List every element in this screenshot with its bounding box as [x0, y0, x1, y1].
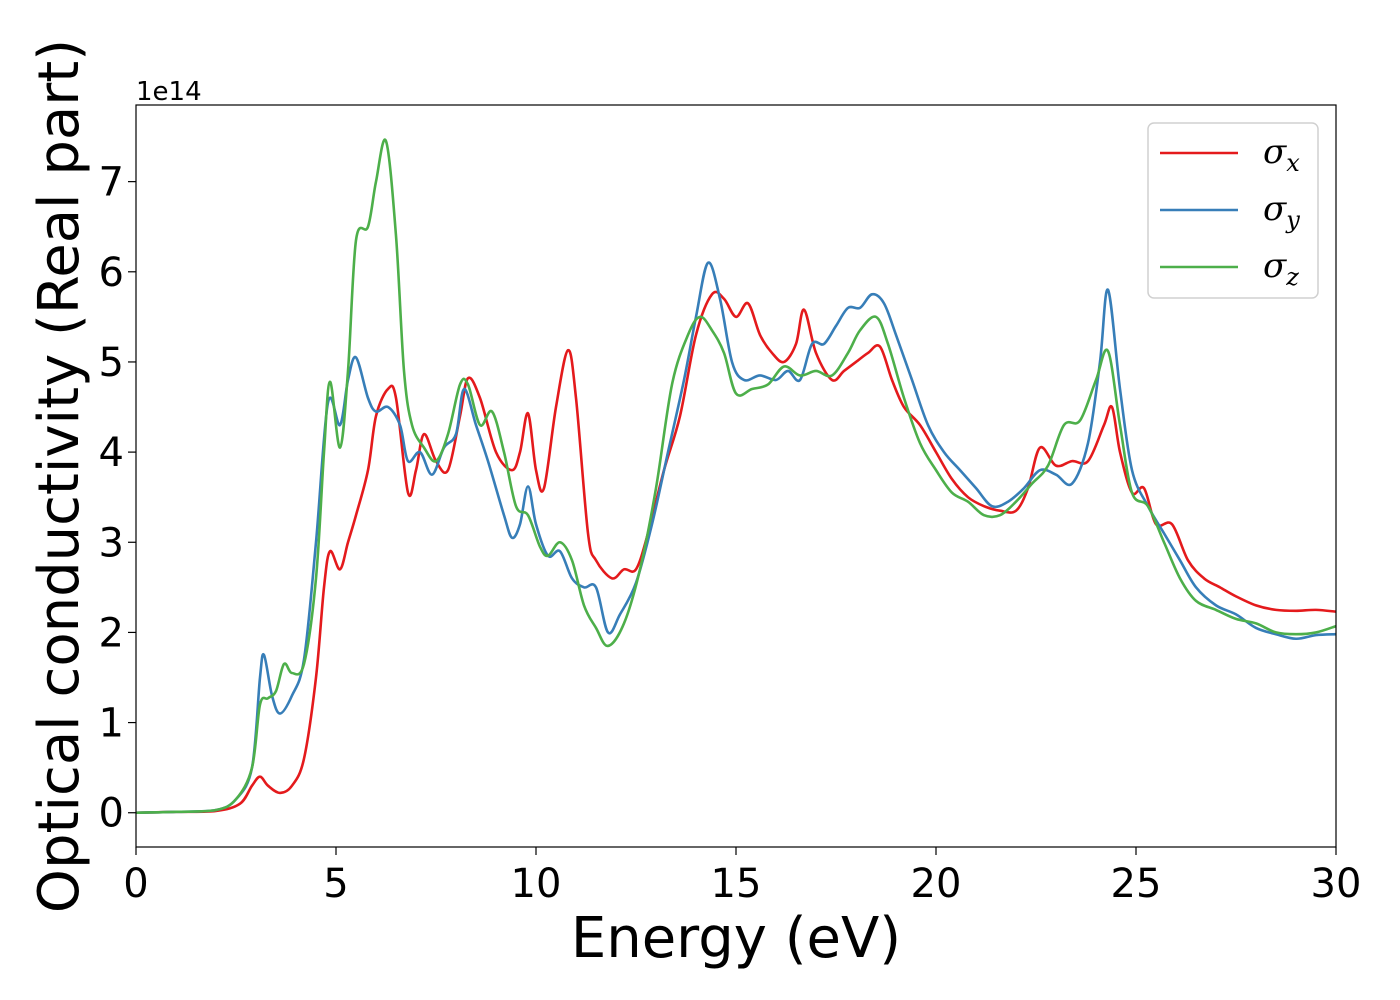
legend-symbol: σ: [1263, 189, 1287, 229]
series-line-z: [135, 138, 1337, 815]
legend-label-x: σx: [1263, 132, 1300, 177]
legend-subscript: z: [1285, 263, 1299, 291]
series-lines: [135, 138, 1337, 815]
plot-background: [136, 105, 1336, 847]
x-tick-label: 20: [911, 861, 962, 907]
y-tick-label: 2: [99, 610, 124, 656]
x-tick-label: 5: [323, 861, 348, 907]
y-tick-label: 0: [99, 791, 124, 837]
y-tick-label: 6: [99, 250, 124, 296]
series-line-x: [135, 290, 1337, 815]
x-axis-ticks: 0 5 10 15 20 25 30: [123, 847, 1361, 907]
legend-symbol: σ: [1263, 132, 1287, 172]
y-tick-label: 7: [99, 160, 124, 206]
legend-subscript: y: [1285, 206, 1300, 234]
x-tick-label: 15: [711, 861, 762, 907]
legend-label-z: σz: [1263, 246, 1299, 291]
x-axis-label: Energy (eV): [571, 906, 901, 971]
y-axis-ticks: 0 1 2 3 4 5 6 7: [99, 160, 136, 837]
y-tick-label: 4: [99, 430, 124, 476]
x-tick-label: 30: [1311, 861, 1362, 907]
y-tick-label: 1: [99, 701, 124, 747]
y-tick-label: 3: [99, 520, 124, 566]
x-tick-label: 10: [511, 861, 562, 907]
x-tick-label: 25: [1111, 861, 1162, 907]
legend-symbol: σ: [1263, 246, 1287, 286]
x-tick-label: 0: [123, 861, 148, 907]
y-tick-label: 5: [99, 340, 124, 386]
legend-subscript: x: [1286, 149, 1300, 177]
y-axis-label: Optical conductivity (Real part): [27, 39, 92, 913]
y-axis-offset-label: 1e14: [136, 77, 202, 107]
legend-label-y: σy: [1263, 189, 1300, 234]
